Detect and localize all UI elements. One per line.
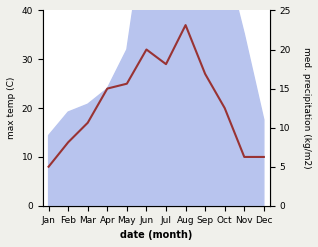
X-axis label: date (month): date (month): [120, 230, 192, 240]
Y-axis label: max temp (C): max temp (C): [7, 77, 16, 139]
Y-axis label: med. precipitation (kg/m2): med. precipitation (kg/m2): [302, 47, 311, 169]
